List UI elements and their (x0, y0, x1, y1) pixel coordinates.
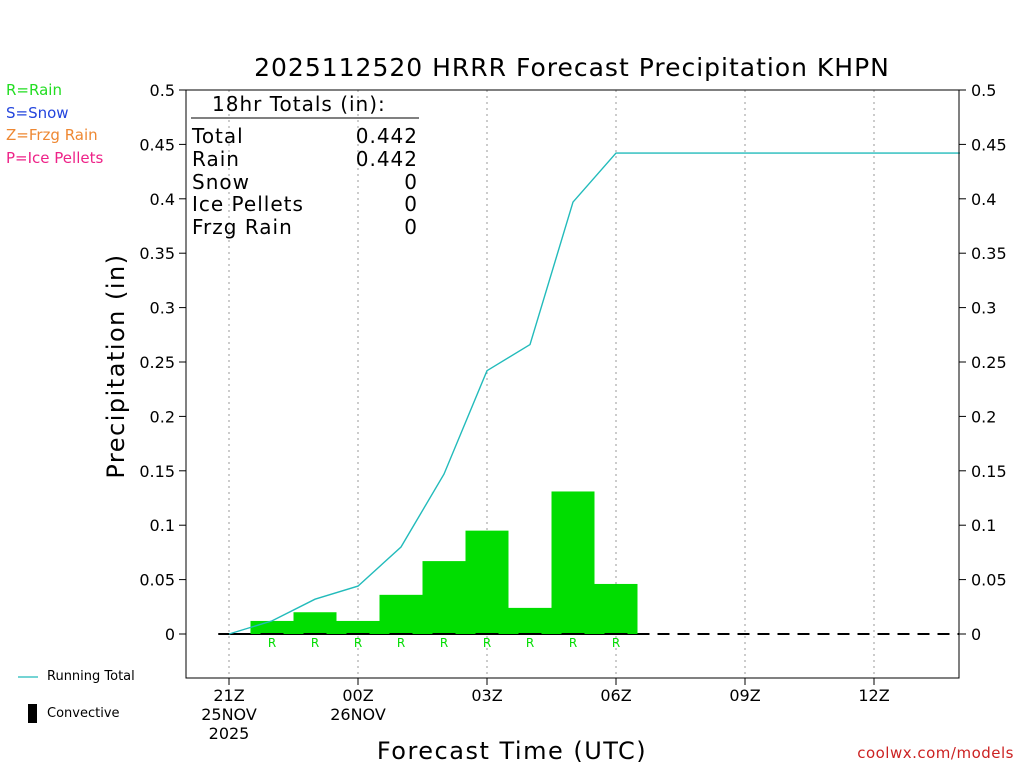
totals-value-rain: 0.442 (356, 147, 418, 171)
x-axis-label: Forecast Time (UTC) (377, 737, 647, 765)
totals-header: 18hr Totals (in): (212, 92, 386, 116)
ptype-marker: R (268, 636, 276, 650)
ptype-legend-rain: R=Rain (6, 81, 62, 99)
y-tick-label-left: 0.4 (150, 190, 175, 209)
y-tick-label-left: 0.3 (150, 299, 175, 318)
ptype-marker: R (612, 636, 620, 650)
y-tick-label-right: 0.2 (971, 407, 996, 426)
convective-legend-swatch (28, 704, 37, 723)
y-tick-label-right: 0.05 (971, 571, 1007, 590)
y-tick-label-right: 0 (971, 625, 981, 644)
ptype-marker: R (483, 636, 491, 650)
ptype-marker: R (354, 636, 362, 650)
totals-label-total: Total (191, 124, 244, 148)
y-tick-label-left: 0.2 (150, 407, 175, 426)
y-tick-label-right: 0.4 (971, 190, 996, 209)
precip-bar (250, 620, 294, 634)
totals-label-rain: Rain (192, 147, 240, 171)
ptype-marker: R (397, 636, 405, 650)
y-tick-label-left: 0.1 (150, 516, 175, 535)
x-tick-label: 00Z (342, 686, 373, 705)
y-tick-label-right: 0.1 (971, 516, 996, 535)
ptype-marker: R (440, 636, 448, 650)
y-tick-label-left: 0.15 (139, 462, 175, 481)
running-total-line (228, 152, 960, 635)
precip-bar (594, 583, 638, 634)
y-tick-label-right: 0.25 (971, 353, 1007, 372)
totals-value-ice: 0 (404, 192, 418, 216)
ptype-marker: R (569, 636, 577, 650)
credit-text: coolwx.com/models (857, 744, 1014, 762)
ptype-legend-frzg: Z=Frzg Rain (6, 126, 98, 144)
totals-value-total: 0.442 (356, 124, 418, 148)
totals-box: 18hr Totals (in): Total 0.442 Rain 0.442… (191, 92, 419, 239)
convective-legend-label: Convective (47, 706, 120, 721)
x-tick-date: 25NOV (201, 705, 257, 724)
x-tick-label: 12Z (858, 686, 889, 705)
precip-bar (465, 530, 509, 634)
x-tick-label: 03Z (471, 686, 502, 705)
x-tick-year: 2025 (209, 724, 250, 743)
ptype-marker: R (526, 636, 534, 650)
totals-value-snow: 0 (404, 170, 418, 194)
y-tick-label-left: 0.25 (139, 353, 175, 372)
precip-bar (508, 607, 552, 634)
running-total-legend-label: Running Total (47, 669, 135, 684)
totals-label-snow: Snow (192, 170, 250, 194)
plot-frame (185, 89, 960, 679)
totals-value-frzg: 0 (404, 215, 418, 239)
y-axis-label: Precipitation (in) (102, 253, 130, 478)
y-tick-label-left: 0.5 (150, 81, 175, 100)
y-tick-label-right: 0.45 (971, 135, 1007, 154)
ptype-legend-ice: P=Ice Pellets (6, 149, 104, 167)
x-tick-label: 06Z (600, 686, 631, 705)
chart-title: 2025112520 HRRR Forecast Precipitation K… (254, 53, 890, 82)
y-tick-label-right: 0.3 (971, 299, 996, 318)
x-tick-label: 09Z (729, 686, 760, 705)
y-ticks-left: 0.5 0.45 0.4 0.35 0.3 0.25 0.2 0.15 0.1 0.05 0 (139, 81, 186, 644)
ptype-legend-snow: S=Snow (6, 104, 69, 122)
y-tick-label-left: 0.35 (139, 244, 175, 263)
line-layer (228, 152, 960, 635)
precip-bar (336, 620, 380, 634)
y-tick-label-right: 0.35 (971, 244, 1007, 263)
precip-bar (551, 491, 595, 634)
totals-label-frzg: Frzg Rain (192, 215, 293, 239)
y-tick-label-left: 0.45 (139, 135, 175, 154)
y-ticks-right: 0.5 0.45 0.4 0.35 0.3 0.25 0.2 0.15 0.1 0.05 0 (959, 81, 1007, 644)
y-tick-label-right: 0.15 (971, 462, 1007, 481)
precip-bar (379, 594, 423, 634)
y-tick-label-right: 0.5 (971, 81, 996, 100)
x-tick-label: 21Z (213, 686, 244, 705)
y-tick-label-left: 0.05 (139, 571, 175, 590)
ptype-marker: R (311, 636, 319, 650)
precip-bar (422, 561, 466, 634)
totals-label-ice: Ice Pellets (192, 192, 304, 216)
precip-bar (293, 612, 337, 634)
x-tick-date: 26NOV (330, 705, 386, 724)
y-tick-label-left: 0 (165, 625, 175, 644)
